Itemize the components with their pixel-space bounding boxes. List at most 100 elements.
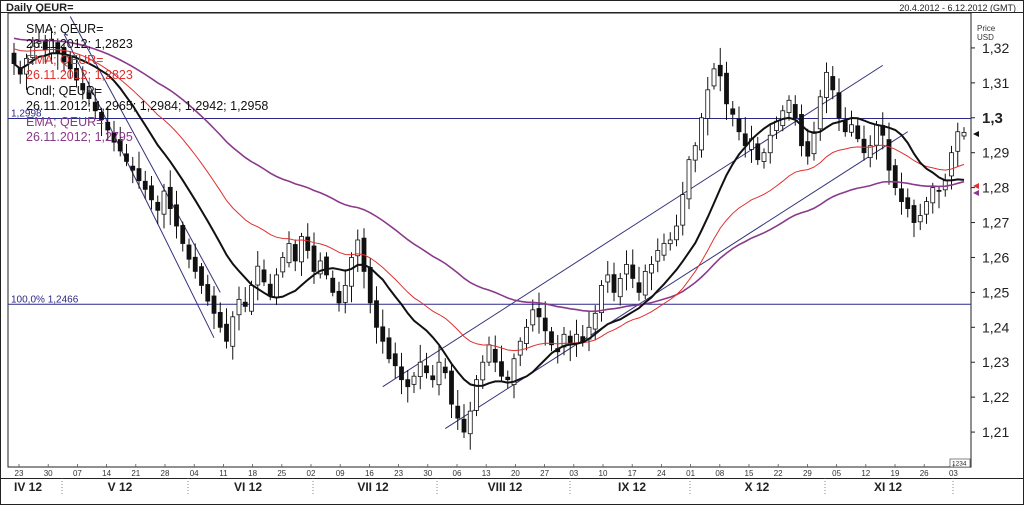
- candle-body[interactable]: [786, 99, 792, 113]
- candle-body[interactable]: [155, 201, 161, 211]
- candle-body[interactable]: [711, 68, 717, 87]
- candle-body[interactable]: [417, 361, 423, 377]
- candle-body[interactable]: [99, 111, 104, 120]
- candle-body[interactable]: [649, 264, 654, 274]
- candle-body[interactable]: [105, 121, 111, 131]
- candle-body[interactable]: [855, 125, 861, 140]
- candle-body[interactable]: [305, 236, 311, 251]
- candle-body[interactable]: [436, 361, 442, 386]
- candle-body[interactable]: [411, 375, 417, 385]
- candle-body[interactable]: [224, 323, 229, 342]
- candle-body[interactable]: [280, 257, 286, 273]
- candle-body[interactable]: [92, 101, 98, 112]
- candle-body[interactable]: [230, 316, 236, 347]
- candle-body[interactable]: [667, 239, 673, 245]
- candle-body[interactable]: [399, 366, 404, 381]
- candle-body[interactable]: [67, 56, 73, 70]
- candle-body[interactable]: [874, 124, 879, 146]
- candle-body[interactable]: [217, 312, 223, 328]
- candle-body[interactable]: [542, 317, 548, 332]
- candle-body[interactable]: [149, 185, 154, 201]
- candle-body[interactable]: [167, 186, 173, 209]
- candle-body[interactable]: [761, 152, 767, 162]
- candle-body[interactable]: [117, 139, 123, 152]
- candle-body[interactable]: [30, 45, 36, 58]
- candle-body[interactable]: [267, 283, 273, 297]
- candle-body[interactable]: [299, 236, 304, 263]
- candle-body[interactable]: [86, 92, 92, 99]
- candle-body[interactable]: [655, 250, 661, 262]
- candle-body[interactable]: [130, 165, 136, 171]
- candle-body[interactable]: [80, 83, 86, 91]
- candle-body[interactable]: [692, 145, 698, 161]
- candle-body[interactable]: [467, 410, 473, 435]
- candle-body[interactable]: [524, 326, 529, 344]
- candle-body[interactable]: [374, 300, 379, 328]
- candle-body[interactable]: [611, 274, 617, 293]
- candle-body[interactable]: [905, 197, 911, 209]
- candle-body[interactable]: [111, 132, 117, 143]
- candle-body[interactable]: [161, 190, 167, 215]
- candle-body[interactable]: [192, 256, 198, 272]
- candle-body[interactable]: [805, 141, 811, 157]
- candle-body[interactable]: [886, 139, 892, 171]
- candle-body[interactable]: [824, 71, 829, 98]
- candle-body[interactable]: [636, 282, 642, 293]
- candle-body[interactable]: [699, 117, 704, 151]
- candle-body[interactable]: [311, 245, 317, 272]
- candle-body[interactable]: [736, 118, 742, 133]
- candle-body[interactable]: [405, 379, 411, 388]
- candle-body[interactable]: [924, 201, 929, 215]
- candle-body[interactable]: [455, 405, 461, 419]
- candle-body[interactable]: [261, 269, 267, 283]
- candle-body[interactable]: [286, 243, 292, 264]
- candle-body[interactable]: [930, 187, 936, 204]
- candle-body[interactable]: [830, 76, 836, 91]
- candle-body[interactable]: [517, 340, 523, 356]
- candle-body[interactable]: [211, 295, 217, 314]
- candle-body[interactable]: [186, 244, 192, 260]
- candle-body[interactable]: [355, 239, 361, 257]
- candle-body[interactable]: [505, 376, 511, 381]
- candle-body[interactable]: [767, 134, 773, 154]
- candle-body[interactable]: [686, 159, 692, 200]
- candle-body[interactable]: [249, 284, 254, 312]
- candle-body[interactable]: [836, 92, 842, 119]
- candle-body[interactable]: [424, 365, 429, 374]
- candle-body[interactable]: [349, 257, 354, 287]
- candle-body[interactable]: [342, 284, 348, 303]
- candle-body[interactable]: [624, 264, 629, 275]
- candle-body[interactable]: [530, 309, 536, 326]
- candle-body[interactable]: [205, 284, 211, 302]
- candle-body[interactable]: [899, 188, 904, 202]
- candle-body[interactable]: [730, 108, 736, 115]
- candle-body[interactable]: [936, 189, 942, 192]
- candle-body[interactable]: [799, 114, 804, 147]
- candle-body[interactable]: [842, 120, 848, 133]
- candle-body[interactable]: [336, 290, 342, 304]
- candle-body[interactable]: [861, 138, 867, 154]
- candle-body[interactable]: [386, 337, 392, 360]
- candle-body[interactable]: [917, 215, 923, 223]
- candle-body[interactable]: [911, 205, 917, 223]
- candle-body[interactable]: [324, 256, 329, 276]
- candle-body[interactable]: [11, 52, 17, 65]
- candle-body[interactable]: [724, 72, 729, 105]
- candle-body[interactable]: [174, 204, 179, 227]
- candle-body[interactable]: [705, 89, 711, 119]
- candle-body[interactable]: [317, 260, 323, 275]
- candle-body[interactable]: [599, 284, 604, 314]
- candle-body[interactable]: [592, 312, 598, 330]
- candle-body[interactable]: [630, 264, 636, 279]
- candle-body[interactable]: [717, 64, 723, 77]
- candle-body[interactable]: [380, 326, 386, 342]
- candle-body[interactable]: [449, 370, 454, 405]
- candle-body[interactable]: [755, 143, 761, 161]
- candle-body[interactable]: [661, 243, 667, 256]
- candle-body[interactable]: [536, 308, 542, 318]
- candle-body[interactable]: [480, 361, 486, 381]
- candle-body[interactable]: [274, 274, 279, 298]
- candle-body[interactable]: [867, 145, 873, 159]
- candle-body[interactable]: [430, 375, 436, 381]
